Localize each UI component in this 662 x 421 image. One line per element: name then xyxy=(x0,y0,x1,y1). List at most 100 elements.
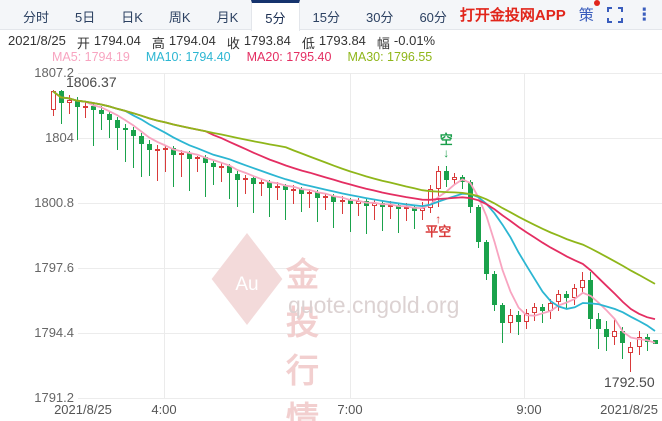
tab-5分[interactable]: 5分 xyxy=(251,0,300,31)
watermark-au-text: Au xyxy=(235,274,259,295)
candle-body xyxy=(195,157,200,160)
candle-wick xyxy=(68,95,70,114)
info-field-label: 低 xyxy=(301,36,315,51)
info-field-value: 1794.04 xyxy=(93,33,141,48)
candle-body xyxy=(443,170,449,180)
tab-月K[interactable]: 月K xyxy=(216,9,239,25)
candle-wick xyxy=(389,201,391,220)
kebab-menu-icon[interactable]: ⋮ xyxy=(635,5,653,24)
expand-fullscreen-icon[interactable] xyxy=(606,6,623,23)
candle-body xyxy=(427,188,433,209)
candle-body xyxy=(98,109,104,114)
candle-body xyxy=(299,188,305,194)
candle-body xyxy=(451,176,457,180)
candle-body xyxy=(203,157,208,164)
toolbar-right: 打开金投网APP 策 ⋮ xyxy=(460,0,662,29)
candle-body xyxy=(227,166,233,174)
info-field-label: 高 xyxy=(151,36,165,51)
strategy-button[interactable]: 策 xyxy=(578,0,600,25)
y-axis-tick-label: 1797.6 xyxy=(34,260,74,275)
candle-body xyxy=(644,337,650,343)
candle-body xyxy=(178,153,184,156)
candle-body xyxy=(484,241,489,275)
info-field-label: 收 xyxy=(226,36,240,51)
candle-body xyxy=(652,340,658,345)
candle-body xyxy=(620,331,626,344)
candle-body xyxy=(219,166,225,169)
watermark-diamond-logo xyxy=(211,233,283,325)
session-low-label: 1792.50 xyxy=(604,374,655,390)
candle-body xyxy=(235,173,241,180)
vertical-gridline xyxy=(164,73,165,398)
info-field-label: 幅 xyxy=(376,36,390,51)
candle-body xyxy=(379,203,385,208)
y-axis-tick-label: 1804 xyxy=(45,130,74,145)
x-axis-tick-label: 9:00 xyxy=(516,402,542,417)
signal-marker-short-close: ↑ 平空 xyxy=(425,213,451,239)
candle-body xyxy=(275,185,281,188)
down-arrow-icon: ↓ xyxy=(443,146,450,161)
candle-body xyxy=(395,205,401,210)
candle-body xyxy=(211,163,216,168)
vertical-gridline xyxy=(524,73,525,398)
candle-body xyxy=(283,185,289,190)
tab-30分[interactable]: 30分 xyxy=(365,9,394,25)
marker-text: 平空 xyxy=(425,224,452,240)
candle-body xyxy=(548,302,554,311)
open-app-link[interactable]: 打开金投网APP xyxy=(459,7,566,24)
candle-body xyxy=(612,331,618,338)
ma-line-ma5 xyxy=(52,90,656,344)
tab-分时[interactable]: 分时 xyxy=(23,9,50,25)
candle-body xyxy=(435,170,441,189)
info-field: 低 1793.84 xyxy=(301,33,366,51)
session-high-label: 1806.37 xyxy=(66,74,117,90)
tab-15分[interactable]: 15分 xyxy=(312,9,340,25)
candle-body xyxy=(323,195,329,198)
candlestick-chart[interactable]: Au 金投行情 quote.cngold.org 空 ↓ ↑ 平空 1806.37 17… xyxy=(0,65,662,421)
vertical-gridline xyxy=(350,73,351,398)
strategy-label: 策 xyxy=(578,7,594,24)
candle-body xyxy=(130,129,136,136)
horizontal-gridline xyxy=(78,268,662,269)
candle-body xyxy=(58,91,64,104)
candle-body xyxy=(500,304,505,323)
candle-wick xyxy=(84,101,86,118)
candle-wick xyxy=(630,342,632,372)
info-field: 开 1794.04 xyxy=(77,33,141,51)
x-axis-tick-label: 4:00 xyxy=(151,402,177,417)
candle-wick xyxy=(421,202,423,221)
horizontal-gridline xyxy=(78,73,662,74)
tab-5日[interactable]: 5日 xyxy=(75,9,96,25)
candle-body xyxy=(90,105,96,110)
candle-body xyxy=(154,149,160,152)
candle-body xyxy=(387,205,393,207)
candle-body xyxy=(82,105,88,108)
info-field-value: -0.01% xyxy=(393,33,436,48)
candle-body xyxy=(138,136,144,145)
candle-body xyxy=(243,177,249,180)
candle-wick xyxy=(341,195,343,215)
info-fields: 开 1794.04 高 1794.04 收 1793.84 低 1793.84 幅 -0.01% xyxy=(77,33,436,51)
candle-body xyxy=(580,280,586,289)
x-axis-tick-label: 2021/8/25 xyxy=(54,402,112,417)
tab-list: 分时 5日 日K 周K 月K 5分 15分 30分 60分 xyxy=(0,0,460,31)
ma-lines xyxy=(52,90,656,344)
candle-body xyxy=(564,294,570,299)
candle-body xyxy=(291,188,297,191)
candle-body xyxy=(162,148,168,151)
info-field: 幅 -0.01% xyxy=(376,33,436,51)
candle-body xyxy=(363,201,369,207)
tab-60分[interactable]: 60分 xyxy=(419,9,447,25)
candle-body xyxy=(588,280,594,319)
candle-body xyxy=(524,312,530,322)
horizontal-gridline xyxy=(78,203,662,204)
info-field-value: 1794.04 xyxy=(168,33,216,48)
candle-body xyxy=(636,337,642,348)
y-axis-tick-label: 1800.8 xyxy=(34,195,74,210)
ma-legend-row: MA5: 1794.19 MA10: 1794.40 MA20: 1795.40 MA… xyxy=(52,50,432,65)
candle-body xyxy=(122,127,128,130)
candle-body xyxy=(596,318,602,329)
tab-周K[interactable]: 周K xyxy=(168,9,191,25)
tab-日K[interactable]: 日K xyxy=(121,9,143,25)
